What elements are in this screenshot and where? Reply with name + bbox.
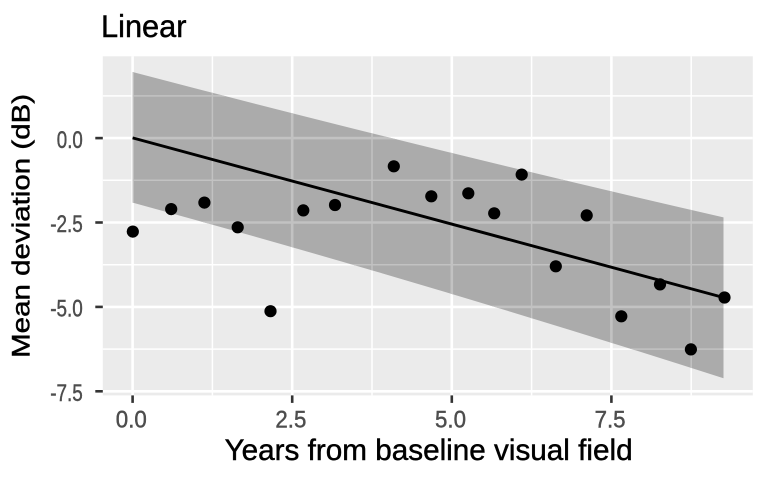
svg-text:Linear: Linear — [101, 8, 187, 44]
svg-text:5.0: 5.0 — [435, 406, 466, 433]
svg-text:7.5: 7.5 — [595, 406, 626, 433]
svg-text:-2.5: -2.5 — [50, 211, 83, 238]
svg-text:-5.0: -5.0 — [50, 296, 83, 323]
svg-text:0.0: 0.0 — [116, 406, 147, 433]
svg-text:Years from baseline visual fie: Years from baseline visual field — [225, 434, 633, 467]
svg-text:2.5: 2.5 — [275, 406, 306, 433]
svg-text:0.0: 0.0 — [57, 127, 83, 154]
svg-text:Mean deviation (dB): Mean deviation (dB) — [8, 94, 36, 358]
svg-text:-7.5: -7.5 — [50, 380, 83, 407]
